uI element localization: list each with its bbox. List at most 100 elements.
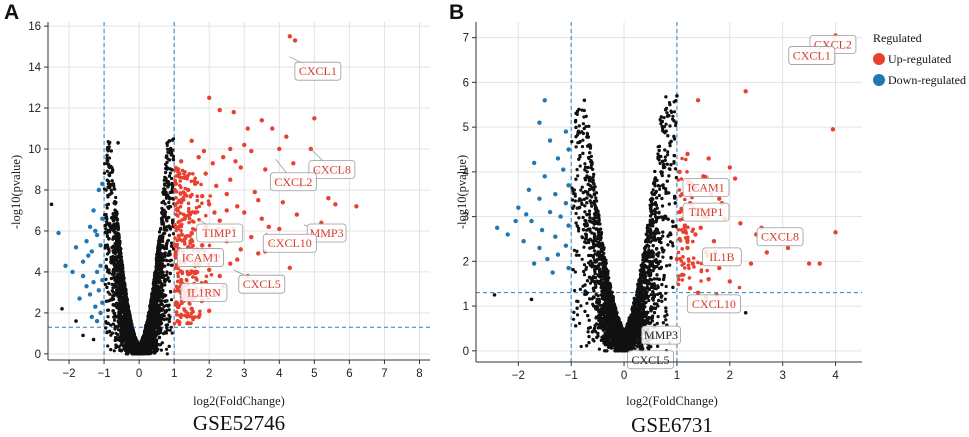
point-ns [160,201,164,205]
point-ns [167,279,171,283]
point-ns [165,160,169,164]
point-ns [110,183,114,187]
point-ns [168,158,172,162]
point-ns [118,306,122,310]
point-ns [163,210,168,214]
point-ns [154,305,158,309]
point-ns [153,275,157,279]
point-ns [167,233,171,237]
point-ns [111,309,115,313]
point-ns [170,168,174,172]
point-ns [164,176,168,180]
point-ns [107,145,111,149]
point-ns [125,352,129,356]
point-ns [167,317,171,321]
point-ns [105,147,109,151]
point-ns [118,281,122,285]
point-ns [118,348,122,352]
point-ns [120,336,125,340]
point-ns [121,274,125,278]
point-ns [166,166,170,170]
panel-a-points [49,34,359,356]
point-ns [167,344,171,348]
point-ns [165,299,169,303]
point-ns [110,289,114,293]
point-ns [107,271,111,275]
point-ns [164,196,168,200]
point-ns [163,283,167,287]
point-ns [162,318,166,322]
point-ns [156,243,160,247]
point-ns [163,280,167,284]
point-ns [159,281,163,285]
point-ns [146,316,150,320]
point-ns [159,217,164,221]
point-ns [117,234,121,238]
point-ns [114,195,118,200]
point-ns [169,205,173,209]
point-ns [158,227,162,232]
point-ns [109,261,113,265]
point-ns [160,341,164,345]
point-ns [109,323,113,327]
point-ns [114,331,118,335]
point-ns [106,321,110,325]
point-ns [105,159,109,163]
point-ns [167,319,171,324]
point-ns [156,284,160,288]
point-ns [103,162,107,166]
point-ns [157,321,161,325]
point-ns [162,187,166,191]
point-ns [167,195,171,199]
point-ns [156,250,160,254]
point-ns [111,244,115,248]
point-ns [109,149,113,153]
point-ns [104,277,108,281]
point-ns [112,259,116,263]
point-ns [113,236,117,240]
point-ns [160,211,164,215]
point-ns [113,327,117,331]
point-ns [117,243,121,247]
point-ns [105,178,109,182]
point-ns [165,141,169,145]
point-ns [165,270,169,274]
point-ns [167,215,171,220]
point-ns [118,297,122,301]
point-ns [165,352,169,356]
point-ns [170,176,174,181]
point-ns [168,328,172,332]
point-ns [109,333,113,337]
point-ns [111,249,115,253]
point-ns [168,249,172,254]
point-ns [121,308,125,312]
point-ns [122,285,126,289]
point-ns [112,318,117,322]
point-ns [171,232,175,236]
point-ns [165,154,169,158]
point-ns [108,174,112,178]
point-ns [163,202,167,206]
point-ns [111,322,115,326]
point-ns [167,174,172,178]
point-ns [105,169,109,173]
point-ns [161,274,165,279]
point-ns [106,344,110,348]
point-ns [171,157,175,161]
point-ns [109,226,113,230]
point-ns [105,206,109,210]
point-ns [106,290,110,294]
point-ns [112,187,116,191]
point-ns [116,345,121,349]
point-ns [107,281,111,286]
point-ns [103,282,107,287]
point-ns [110,331,115,335]
point-ns [105,243,109,247]
point-ns [118,310,122,314]
point-ns [111,269,115,273]
point-ns [113,230,117,234]
point-ns [169,290,173,294]
point-ns [108,330,112,334]
